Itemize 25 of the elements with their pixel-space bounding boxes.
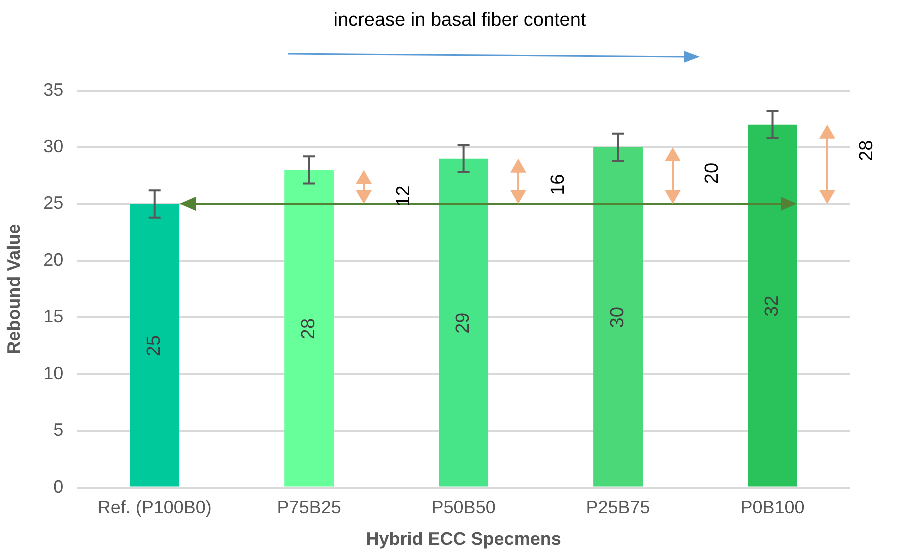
y-tick-label: 25 <box>44 193 64 214</box>
x-tick-label: P25B75 <box>586 498 650 518</box>
annotation: 12 <box>393 186 414 207</box>
data-label: 25 <box>144 335 166 357</box>
x-tick-label: P75B25 <box>277 498 342 518</box>
y-tick-label: 0 <box>54 476 64 497</box>
data-label: 29 <box>453 312 474 334</box>
y-tick-label: 30 <box>44 136 64 156</box>
y-tick-label: 15 <box>44 306 64 327</box>
y-tick-label: 10 <box>44 363 64 384</box>
x-tick-label: P0B100 <box>740 498 805 518</box>
chart-title: increase in basal fiber content <box>332 10 588 32</box>
text: 28 <box>856 140 878 162</box>
y-axis-title: Rebound Value <box>4 224 24 354</box>
y-tick-label: 20 <box>44 250 64 270</box>
y-tick-label: 35 <box>44 80 64 100</box>
x-axis-title: Hybrid ECC Specmens <box>366 529 562 550</box>
data-label: 28 <box>298 318 320 340</box>
y-tick-label: 5 <box>54 420 64 440</box>
annotation: 20 <box>702 162 724 184</box>
x-tick-label: Ref. (P100B0) <box>98 498 212 518</box>
x-tick-label: P50B50 <box>432 498 496 518</box>
annotation: 16 <box>548 174 569 196</box>
data-label: 32 <box>762 296 783 317</box>
data-label: 30 <box>608 307 629 328</box>
